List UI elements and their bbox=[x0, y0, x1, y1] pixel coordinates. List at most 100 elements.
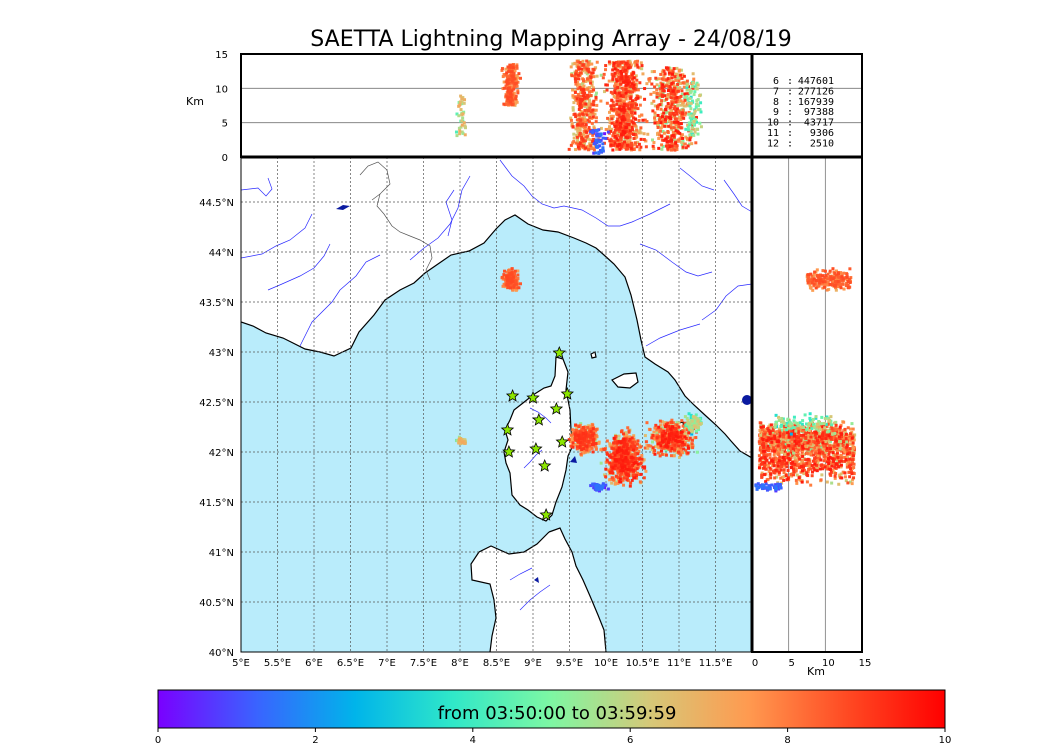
lightning-source-point bbox=[664, 66, 668, 70]
lightning-source-point bbox=[590, 116, 594, 120]
lightning-source-point bbox=[631, 128, 635, 132]
lightning-source-point bbox=[595, 134, 599, 138]
lightning-source-point bbox=[591, 450, 595, 454]
lightning-source-point bbox=[681, 440, 685, 444]
lightning-source-point bbox=[614, 85, 618, 89]
lightning-source-point bbox=[676, 104, 680, 108]
lightning-source-point bbox=[616, 96, 620, 100]
lightning-source-point bbox=[677, 116, 681, 120]
lightning-source-point bbox=[621, 115, 625, 119]
lightning-source-point bbox=[849, 427, 853, 431]
lightning-source-point bbox=[592, 99, 596, 103]
lightning-source-point bbox=[620, 133, 624, 137]
lightning-source-point bbox=[504, 279, 508, 283]
lightning-source-point bbox=[779, 445, 783, 449]
lightning-source-point bbox=[653, 121, 657, 125]
lightning-source-point bbox=[586, 426, 590, 430]
lightning-source-point bbox=[632, 116, 636, 120]
lightning-source-point bbox=[638, 81, 642, 85]
lightning-source-point bbox=[630, 436, 634, 440]
lightning-source-point bbox=[666, 428, 670, 432]
lightning-source-point bbox=[510, 102, 514, 106]
lightning-source-point bbox=[663, 124, 667, 128]
lightning-source-point bbox=[657, 425, 661, 429]
lightning-source-point bbox=[622, 442, 626, 446]
lightning-source-point bbox=[665, 432, 669, 436]
lightning-source-point bbox=[578, 133, 582, 137]
lightning-source-point bbox=[505, 102, 509, 106]
lightning-source-point bbox=[696, 132, 700, 136]
lightning-source-point bbox=[672, 84, 676, 88]
lightning-source-point bbox=[616, 476, 620, 480]
lightning-source-point bbox=[656, 113, 660, 117]
lightning-source-point bbox=[669, 117, 673, 121]
lightning-source-point bbox=[458, 439, 462, 443]
station-star-marker bbox=[529, 441, 543, 455]
lightning-source-point bbox=[615, 60, 619, 64]
lightning-source-point bbox=[821, 282, 825, 286]
lightning-source-point bbox=[692, 436, 696, 440]
lightning-source-point bbox=[590, 102, 594, 106]
lightning-source-point bbox=[628, 75, 632, 79]
lightning-source-point bbox=[573, 443, 577, 447]
lightning-source-point bbox=[573, 89, 577, 93]
lightning-source-point bbox=[619, 430, 623, 434]
lightning-source-point bbox=[578, 67, 582, 71]
lightning-source-point bbox=[510, 93, 514, 97]
lightning-source-point bbox=[660, 429, 664, 433]
lightning-source-point bbox=[579, 143, 583, 147]
lightning-source-point bbox=[611, 74, 615, 78]
lightning-source-point bbox=[823, 269, 827, 273]
lightning-source-point bbox=[610, 481, 614, 485]
lightning-source-point bbox=[506, 285, 510, 289]
lightning-source-point bbox=[623, 140, 627, 144]
lightning-source-point bbox=[508, 97, 512, 101]
lightning-source-point bbox=[575, 439, 579, 443]
lightning-source-point bbox=[591, 482, 595, 486]
lightning-source-point bbox=[583, 120, 587, 124]
lightning-source-point bbox=[516, 89, 520, 93]
lightning-source-point bbox=[633, 141, 637, 145]
lightning-source-point bbox=[834, 282, 838, 286]
lightning-source-point bbox=[624, 68, 628, 72]
lightning-source-point bbox=[626, 113, 630, 117]
lightning-source-point bbox=[660, 112, 664, 116]
lightning-source-point bbox=[673, 105, 677, 109]
lightning-source-point bbox=[683, 435, 687, 439]
lightning-source-point bbox=[619, 480, 623, 484]
lightning-source-point bbox=[584, 79, 588, 83]
lightning-source-point bbox=[681, 73, 685, 77]
lightning-source-point bbox=[632, 473, 636, 477]
lightning-source-point bbox=[630, 88, 634, 92]
stats-source-count: 43717 bbox=[804, 118, 834, 129]
lightning-source-point bbox=[849, 432, 853, 436]
lightning-source-point bbox=[597, 483, 601, 487]
lightning-source-point bbox=[622, 110, 626, 114]
lightning-source-point bbox=[508, 63, 512, 67]
lightning-source-point bbox=[688, 436, 692, 440]
lightning-source-point bbox=[688, 116, 692, 120]
lightning-source-point bbox=[677, 95, 681, 99]
lightning-source-point bbox=[513, 287, 517, 291]
lightning-source-point bbox=[676, 435, 680, 439]
lightning-source-point bbox=[638, 443, 642, 447]
lightning-source-point bbox=[612, 95, 616, 99]
lightning-source-point bbox=[599, 487, 603, 491]
lightning-source-point bbox=[821, 269, 825, 273]
lightning-source-point bbox=[652, 141, 656, 145]
lightning-source-point bbox=[586, 128, 590, 132]
lightning-source-point bbox=[506, 277, 510, 281]
lightning-source-point bbox=[617, 107, 621, 111]
lightning-source-point bbox=[583, 125, 587, 129]
lightning-source-point bbox=[626, 116, 630, 120]
lightning-source-point bbox=[790, 474, 794, 478]
lightning-source-point bbox=[592, 442, 596, 446]
lightning-source-point bbox=[509, 286, 513, 290]
lightning-source-point bbox=[575, 445, 579, 449]
lightning-source-point bbox=[621, 108, 625, 112]
lightning-source-point bbox=[670, 447, 674, 451]
lightning-source-point bbox=[569, 440, 573, 444]
lightning-source-point bbox=[460, 130, 464, 134]
lightning-source-point bbox=[686, 444, 690, 448]
lightning-source-point bbox=[671, 89, 675, 93]
